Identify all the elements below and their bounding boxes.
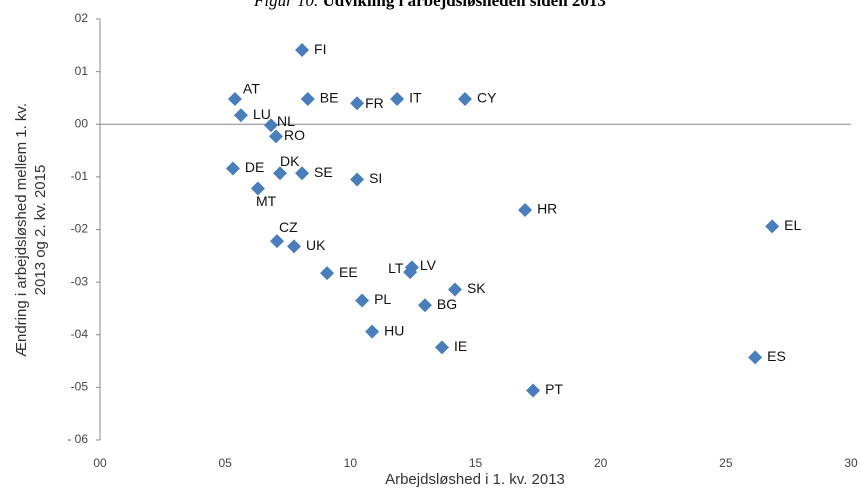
point-label: LV bbox=[420, 257, 437, 273]
y-axis-title-line1: Ændring i arbejdsløshed mellem 1. kv. bbox=[13, 103, 30, 357]
point bbox=[287, 239, 302, 254]
point-label: LT bbox=[388, 260, 404, 276]
point bbox=[447, 282, 462, 297]
point-label: SI bbox=[369, 170, 382, 186]
y-tick-label: -01 bbox=[71, 169, 89, 183]
y-tick-label: -02 bbox=[71, 222, 89, 236]
point-label: RO bbox=[284, 127, 305, 143]
y-tick-label: 02 bbox=[75, 11, 89, 25]
point bbox=[227, 91, 242, 106]
point-label: MT bbox=[256, 193, 277, 209]
point bbox=[350, 96, 365, 111]
x-axis-title: Arbejdsløshed i 1. kv. 2013 bbox=[385, 471, 565, 488]
point bbox=[457, 91, 472, 106]
point bbox=[233, 108, 248, 123]
point bbox=[295, 166, 310, 181]
point-label: HU bbox=[384, 322, 404, 338]
x-tick-label: 20 bbox=[594, 456, 608, 470]
point bbox=[434, 340, 449, 355]
point-label: LU bbox=[253, 106, 271, 122]
point bbox=[390, 91, 405, 106]
point bbox=[263, 118, 278, 133]
point bbox=[526, 383, 541, 398]
point bbox=[250, 181, 265, 196]
x-tick-label: 10 bbox=[344, 456, 358, 470]
point-label: CZ bbox=[279, 219, 298, 235]
point bbox=[355, 293, 370, 308]
x-tick-label: 30 bbox=[844, 456, 858, 470]
point-label: IE bbox=[454, 338, 467, 354]
point-label: SE bbox=[314, 164, 333, 180]
y-tick-label: - 06 bbox=[67, 432, 88, 446]
y-axis-title-line2: 2013 og 2. kv. 2015 bbox=[32, 165, 49, 296]
point bbox=[350, 172, 365, 187]
point-label: IT bbox=[409, 90, 422, 106]
x-tick-label: 25 bbox=[719, 456, 733, 470]
point-label: PT bbox=[545, 381, 563, 397]
point bbox=[417, 298, 432, 313]
point bbox=[748, 350, 763, 365]
point bbox=[404, 260, 419, 275]
point-label: SK bbox=[467, 280, 486, 296]
y-tick-label: -04 bbox=[71, 327, 89, 341]
x-tick-label: 05 bbox=[218, 456, 232, 470]
point-label: DE bbox=[245, 159, 264, 175]
point-label: BG bbox=[437, 296, 457, 312]
point-label: EE bbox=[339, 264, 358, 280]
x-tick-label: 15 bbox=[469, 456, 483, 470]
point-label: DK bbox=[280, 153, 300, 169]
point-label: EL bbox=[784, 217, 801, 233]
point-label: BE bbox=[320, 90, 339, 106]
point bbox=[268, 129, 283, 144]
point bbox=[225, 161, 240, 176]
y-tick-label: 01 bbox=[75, 64, 89, 78]
y-tick-label: -03 bbox=[71, 274, 89, 288]
point-label: UK bbox=[306, 237, 326, 253]
y-tick-label: 00 bbox=[75, 116, 89, 130]
point-label: PL bbox=[374, 291, 391, 307]
chart-title: Figur 10. Udvikling i arbejdsløsheden si… bbox=[253, 0, 606, 10]
point bbox=[269, 234, 284, 249]
point bbox=[295, 43, 310, 58]
title-text: Udvikling i arbejdsløsheden siden 2013 bbox=[323, 0, 606, 10]
point bbox=[320, 266, 335, 281]
x-tick-label: 00 bbox=[93, 456, 107, 470]
point bbox=[365, 324, 380, 339]
point bbox=[300, 91, 315, 106]
point-label: FR bbox=[365, 95, 384, 111]
point-label: ES bbox=[767, 348, 786, 364]
point-label: NL bbox=[277, 113, 295, 129]
point bbox=[518, 203, 533, 218]
y-tick-label: -05 bbox=[71, 380, 89, 394]
point bbox=[272, 166, 287, 181]
point-label: AT bbox=[243, 81, 260, 97]
point-label: FI bbox=[314, 41, 326, 57]
title-number: Figur 10. bbox=[253, 0, 318, 10]
point bbox=[765, 219, 780, 234]
point-label: CY bbox=[477, 90, 497, 106]
point-label: HR bbox=[537, 201, 557, 217]
